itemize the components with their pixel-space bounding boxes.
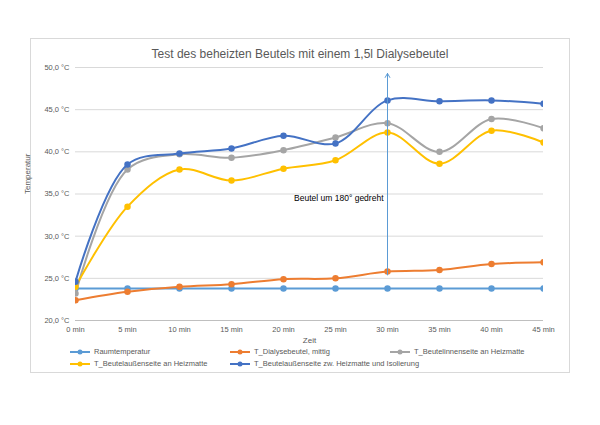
html-text:Raumtemperatur: Raumtemperatur xyxy=(94,347,151,356)
html-text:T_Dialysebeutel, mittig: T_Dialysebeutel, mittig xyxy=(254,347,330,356)
svg-text:20 min: 20 min xyxy=(272,325,295,334)
svg-text:15 min: 15 min xyxy=(220,325,243,334)
svg-text:Beutel um 180° gedreht: Beutel um 180° gedreht xyxy=(294,193,384,203)
svg-text:5 min: 5 min xyxy=(118,325,136,334)
svg-text:40,0 °C: 40,0 °C xyxy=(44,147,70,156)
svg-text:45 min: 45 min xyxy=(532,325,555,334)
svg-text:25,0 °C: 25,0 °C xyxy=(44,274,70,283)
html-text:T_Beutelaußenseite an Heizmatt: T_Beutelaußenseite an Heizmatte xyxy=(94,359,208,368)
svg-text:10 min: 10 min xyxy=(168,325,191,334)
svg-text:35 min: 35 min xyxy=(428,325,451,334)
svg-text:20,0 °C: 20,0 °C xyxy=(44,316,70,325)
svg-text:30 min: 30 min xyxy=(376,325,399,334)
svg-text:45,0 °C: 45,0 °C xyxy=(44,105,70,114)
html-text:Test des beheizten Beutels mit: Test des beheizten Beutels mit einem 1,5… xyxy=(151,47,449,61)
svg-text:30,0 °C: 30,0 °C xyxy=(44,232,70,241)
svg-text:0 min: 0 min xyxy=(66,325,84,334)
svg-text:50,0 °C: 50,0 °C xyxy=(44,63,70,72)
html-text:T_Beutelinnenseite an Heizmatt: T_Beutelinnenseite an Heizmatte xyxy=(414,347,525,356)
html-text:T_Beutelaußenseite zw. Heizmat: T_Beutelaußenseite zw. Heizmatte und Iso… xyxy=(254,359,420,368)
svg-text:25 min: 25 min xyxy=(324,325,347,334)
svg-text:40 min: 40 min xyxy=(480,325,503,334)
svg-text:Zeit: Zeit xyxy=(303,336,317,345)
svg-text:Temperatur: Temperatur xyxy=(23,153,32,194)
svg-text:35,0 °C: 35,0 °C xyxy=(44,189,70,198)
